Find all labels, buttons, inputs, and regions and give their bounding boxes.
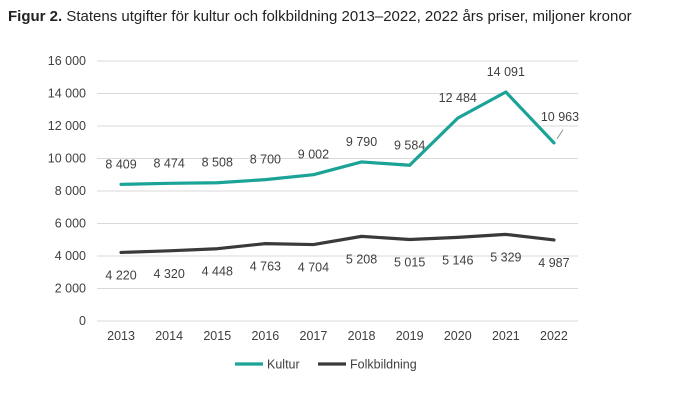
data-label: 4 704 [298,261,329,275]
chart-title: Figur 2. Statens utgifter för kultur och… [8,8,632,25]
data-label: 5 146 [442,253,473,267]
figure-caption: Statens utgifter för kultur och folkbild… [66,8,632,25]
x-tick-label: 2015 [203,329,231,343]
data-label: 8 474 [154,156,185,170]
data-label: 5 208 [346,252,377,266]
data-label: 8 700 [250,153,281,167]
data-label: 9 584 [394,138,425,152]
x-tick-label: 2013 [107,329,135,343]
data-label: 9 790 [346,135,377,149]
data-label: 4 763 [250,260,281,274]
legend-label-kultur: Kultur [267,358,300,372]
y-axis-ticks: 0 2 000 4 000 6 000 8 000 10 000 12 000 14 000 1… [48,54,86,328]
data-labels: 8 409 8 474 8 508 8 700 9 002 9 790 9 584 12 48… [105,65,579,282]
y-tick-label: 16 000 [48,54,86,68]
y-tick-label: 8 000 [55,184,86,198]
y-tick-label: 2 000 [55,282,86,296]
x-tick-label: 2019 [396,329,424,343]
data-label: 10 963 [541,110,579,124]
data-label: 14 091 [487,65,525,79]
data-label: 4 987 [538,256,569,270]
data-label: 12 484 [439,91,477,105]
series-line-kultur [119,90,556,186]
x-tick-label: 2020 [444,329,472,343]
data-label: 9 002 [298,148,329,162]
series-line-folkbildning [119,232,556,255]
data-label: 8 409 [105,157,136,171]
x-axis-ticks: 2013 2014 2015 2016 2017 2018 2019 2020 2021 2022 [107,329,568,343]
y-tick-label: 6 000 [55,217,86,231]
series-lines [119,90,556,255]
data-label: 5 015 [394,256,425,270]
y-tick-label: 12 000 [48,119,86,133]
data-label: 8 508 [202,156,233,170]
y-tick-label: 0 [79,314,86,328]
x-tick-label: 2017 [300,329,328,343]
x-tick-label: 2016 [251,329,279,343]
x-tick-label: 2018 [348,329,376,343]
leader-line [556,129,564,140]
data-label: 5 329 [490,250,521,264]
data-label: 4 320 [154,267,185,281]
data-label: 4 448 [202,265,233,279]
legend-label-folkbildning: Folkbildning [350,358,417,372]
figure-number: Figur 2. [8,8,63,25]
y-tick-label: 4 000 [55,249,86,263]
data-label: 4 220 [105,268,136,282]
grid-lines [97,60,578,322]
x-tick-label: 2021 [492,329,520,343]
y-tick-label: 10 000 [48,152,86,166]
x-tick-label: 2014 [155,329,183,343]
x-tick-label: 2022 [540,329,568,343]
y-tick-label: 14 000 [48,87,86,101]
legend: Kultur Folkbildning [235,358,417,372]
